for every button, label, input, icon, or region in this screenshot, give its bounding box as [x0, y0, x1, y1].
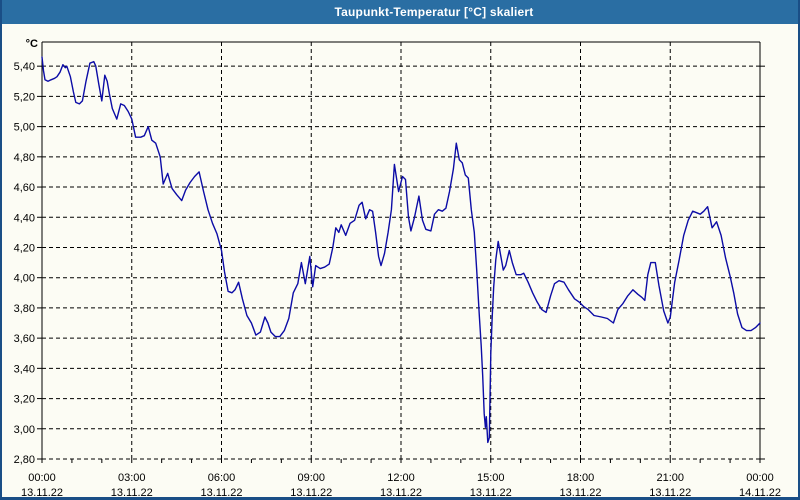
title-bar: Taupunkt-Temperatur [°C] skaliert	[0, 0, 800, 24]
y-axis-label: 5,00	[14, 122, 35, 134]
y-axis-label: 3,60	[14, 333, 35, 345]
x-axis-time-label: 21:00	[656, 472, 684, 484]
x-axis-date-label: 13.11.22	[470, 487, 512, 499]
x-axis-time-label: 00:00	[28, 472, 56, 484]
x-axis-date-label: 14.11.22	[739, 487, 781, 499]
window-title: Taupunkt-Temperatur [°C] skaliert	[334, 5, 534, 19]
y-axis-label: 3,80	[14, 303, 35, 315]
x-axis-date-label: 13.11.22	[380, 487, 422, 499]
y-axis-label: 4,20	[14, 242, 35, 254]
x-axis-time-label: 03:00	[118, 472, 146, 484]
y-axis-label: 3,40	[14, 363, 35, 375]
y-axis-label: 4,60	[14, 182, 35, 194]
temperature-line	[41, 56, 761, 444]
y-axis-label: 2,80	[14, 454, 35, 466]
y-axis-label: 4,80	[14, 152, 35, 164]
x-axis-date-label: 13.11.22	[649, 487, 691, 499]
x-axis-date-label: 13.11.22	[21, 487, 63, 499]
x-axis-time-label: 15:00	[477, 472, 505, 484]
y-axis-label: 5,40	[14, 61, 35, 73]
y-axis-unit-label: °C	[26, 38, 38, 50]
y-axis-label: 3,00	[14, 424, 35, 436]
x-axis-time-label: 06:00	[208, 472, 236, 484]
x-axis-date-label: 13.11.22	[290, 487, 332, 499]
x-axis-date-label: 13.11.22	[111, 487, 153, 499]
x-axis-date-label: 13.11.22	[200, 487, 242, 499]
x-axis-time-label: 12:00	[387, 472, 415, 484]
x-axis-time-label: 09:00	[297, 472, 325, 484]
y-axis-label: 4,00	[14, 273, 35, 285]
y-axis-label: 5,20	[14, 91, 35, 103]
x-axis-date-label: 13.11.22	[559, 487, 601, 499]
y-axis-label: 3,20	[14, 394, 35, 406]
y-axis-label: 4,40	[14, 212, 35, 224]
x-axis-time-label: 00:00	[746, 472, 774, 484]
x-axis-time-label: 18:00	[567, 472, 595, 484]
